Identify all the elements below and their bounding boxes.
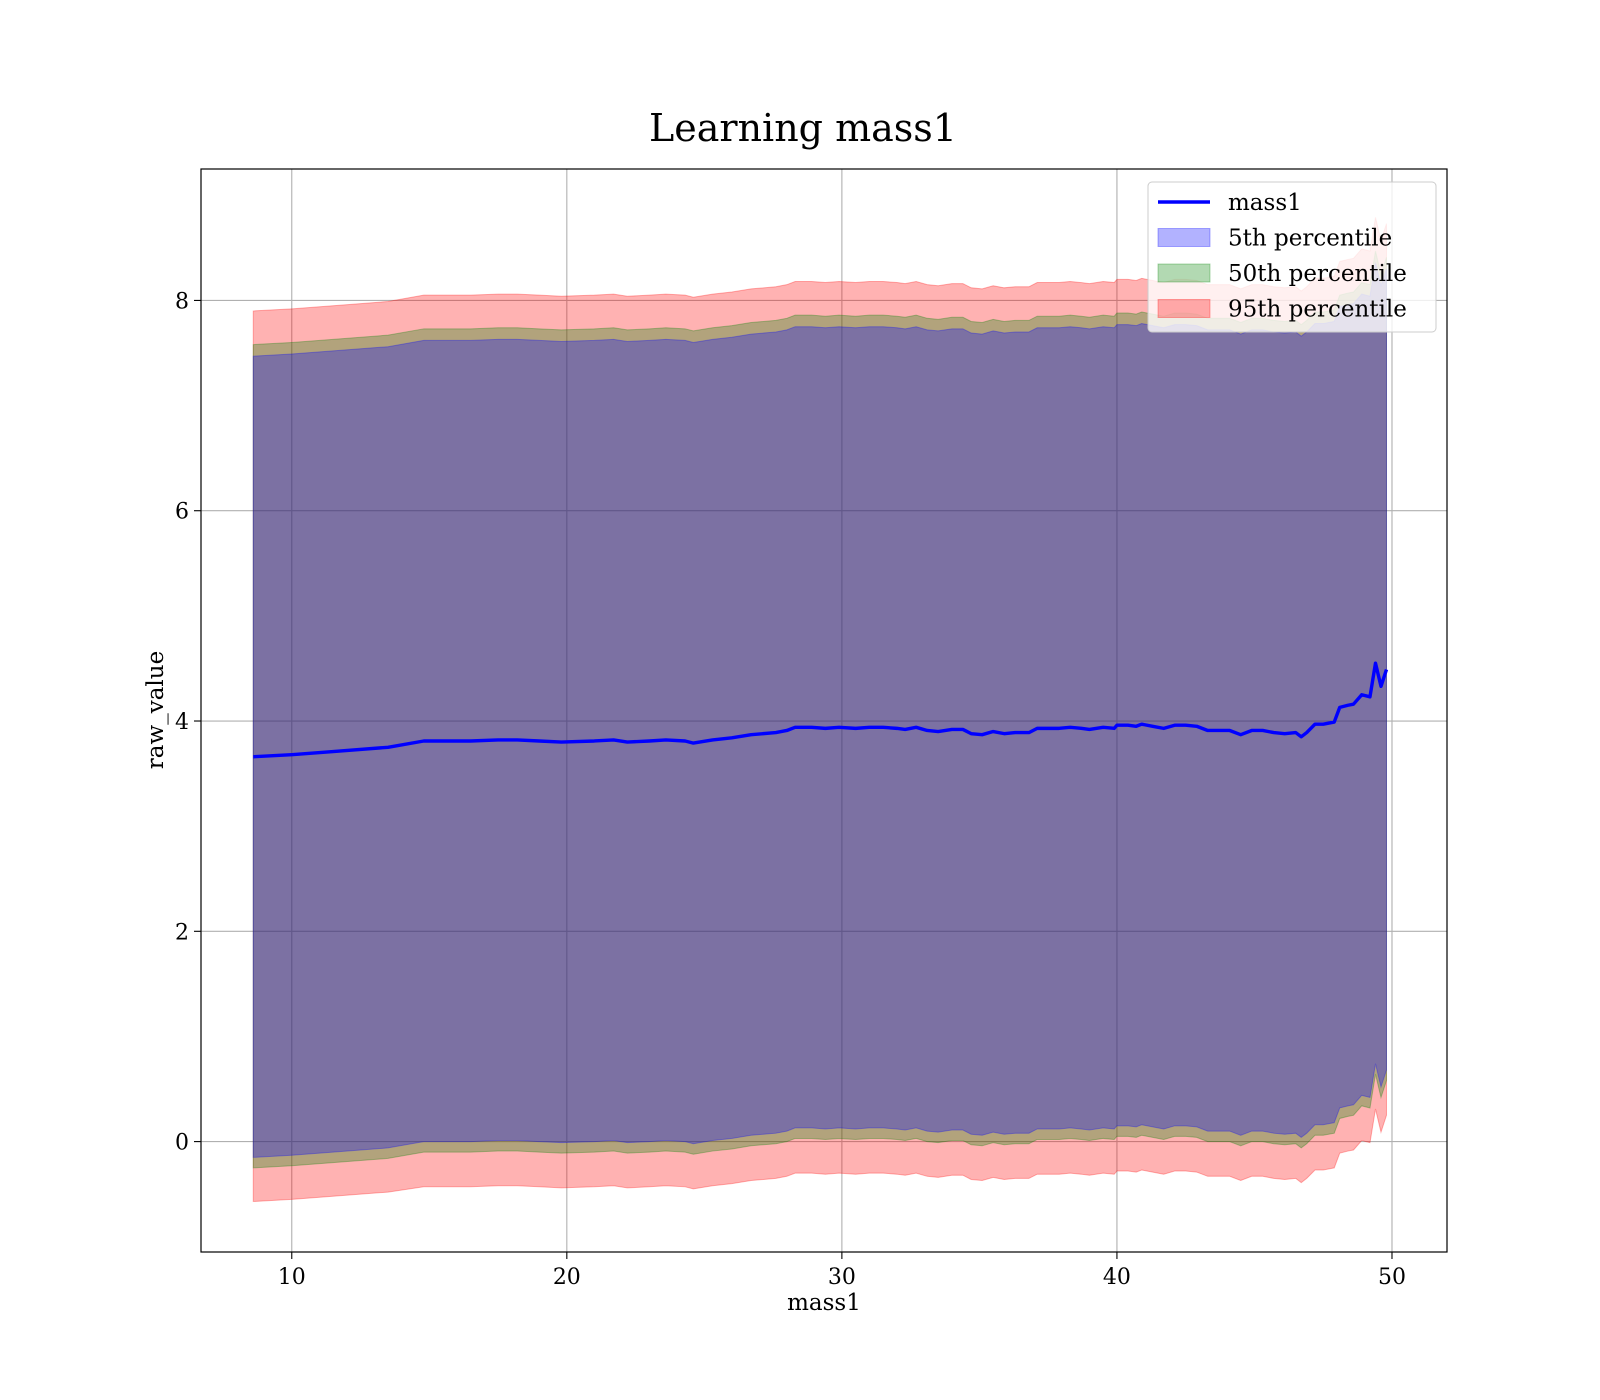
series-line-mass1 bbox=[253, 661, 1389, 759]
plot-frame bbox=[200, 168, 1448, 1253]
y-tick-label: 2 bbox=[175, 920, 189, 945]
x-tick-label: 40 bbox=[1103, 1265, 1131, 1290]
band-5th-percentile bbox=[252, 262, 1387, 1158]
y-tick-label: 0 bbox=[175, 1131, 189, 1156]
legend-label: mass1 bbox=[1228, 190, 1302, 216]
x-tick-label: 50 bbox=[1378, 1265, 1406, 1290]
legend-box bbox=[1147, 181, 1437, 333]
x-tick-label: 30 bbox=[828, 1265, 856, 1290]
band-95th-percentile bbox=[252, 217, 1387, 1203]
legend-label: 50th percentile bbox=[1228, 261, 1407, 287]
y-tick-label: 6 bbox=[175, 500, 189, 525]
legend-patch-swatch bbox=[1157, 263, 1211, 283]
legend-patch-swatch bbox=[1157, 299, 1211, 318]
x-axis-ticks: 10 20 30 40 50 bbox=[278, 1252, 1406, 1290]
y-tick-label: 8 bbox=[175, 289, 189, 314]
legend-label: 5th percentile bbox=[1228, 226, 1392, 252]
x-tick-label: 10 bbox=[278, 1265, 306, 1290]
legend-label: 95th percentile bbox=[1228, 297, 1407, 323]
y-axis-label: raw_value bbox=[143, 651, 169, 769]
y-axis-ticks: 0 2 4 6 8 bbox=[175, 289, 201, 1156]
chart-title: Learning mass1 bbox=[649, 106, 957, 150]
legend-patch-swatch bbox=[1157, 228, 1211, 247]
line-series bbox=[253, 661, 1389, 759]
x-tick-label: 20 bbox=[553, 1265, 581, 1290]
band-50th-percentile bbox=[252, 250, 1387, 1169]
percentile-bands bbox=[252, 217, 1387, 1203]
x-axis-label: mass1 bbox=[787, 1290, 861, 1316]
y-tick-label: 4 bbox=[175, 710, 189, 735]
legend: mass1 5th percentile 50th percentile 95th p… bbox=[1147, 181, 1437, 333]
